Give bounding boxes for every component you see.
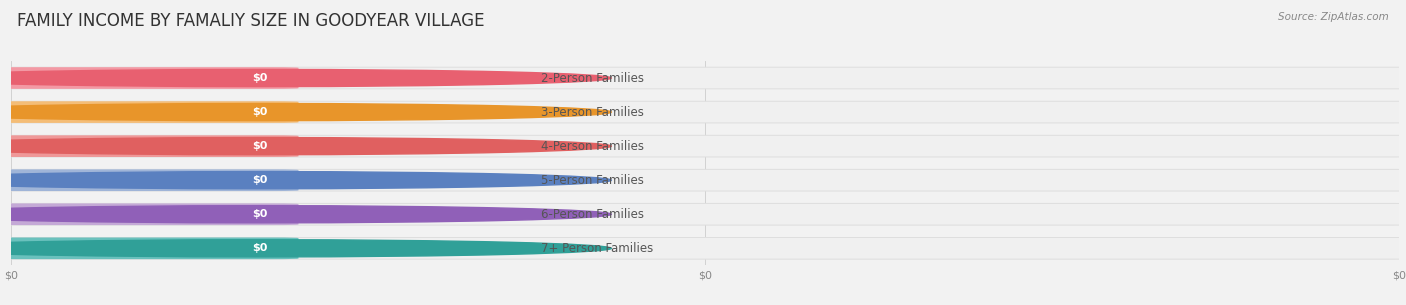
FancyBboxPatch shape — [0, 203, 1406, 225]
Text: Source: ZipAtlas.com: Source: ZipAtlas.com — [1278, 12, 1389, 22]
Text: 3-Person Families: 3-Person Families — [541, 106, 644, 119]
Circle shape — [0, 103, 612, 121]
Text: 2-Person Families: 2-Person Families — [541, 72, 644, 84]
Text: 6-Person Families: 6-Person Families — [541, 208, 644, 221]
FancyBboxPatch shape — [0, 101, 298, 123]
Text: $0: $0 — [252, 243, 267, 253]
FancyBboxPatch shape — [0, 101, 1406, 123]
Text: $0: $0 — [252, 73, 267, 83]
FancyBboxPatch shape — [0, 169, 298, 191]
Text: FAMILY INCOME BY FAMALIY SIZE IN GOODYEAR VILLAGE: FAMILY INCOME BY FAMALIY SIZE IN GOODYEA… — [17, 12, 485, 30]
Text: $0: $0 — [252, 209, 267, 219]
FancyBboxPatch shape — [0, 135, 298, 157]
Circle shape — [0, 70, 612, 87]
Text: $0: $0 — [252, 175, 267, 185]
Circle shape — [0, 138, 612, 155]
FancyBboxPatch shape — [0, 238, 298, 259]
Circle shape — [0, 206, 612, 223]
FancyBboxPatch shape — [0, 135, 1406, 157]
Text: 4-Person Families: 4-Person Families — [541, 140, 644, 152]
FancyBboxPatch shape — [0, 67, 1406, 89]
Text: 5-Person Families: 5-Person Families — [541, 174, 644, 187]
Circle shape — [0, 240, 612, 257]
FancyBboxPatch shape — [0, 238, 1406, 259]
Text: $0: $0 — [252, 141, 267, 151]
FancyBboxPatch shape — [0, 169, 1406, 191]
FancyBboxPatch shape — [0, 203, 298, 225]
Text: $0: $0 — [252, 107, 267, 117]
FancyBboxPatch shape — [0, 67, 298, 89]
Circle shape — [0, 172, 612, 189]
Text: 7+ Person Families: 7+ Person Families — [541, 242, 654, 255]
